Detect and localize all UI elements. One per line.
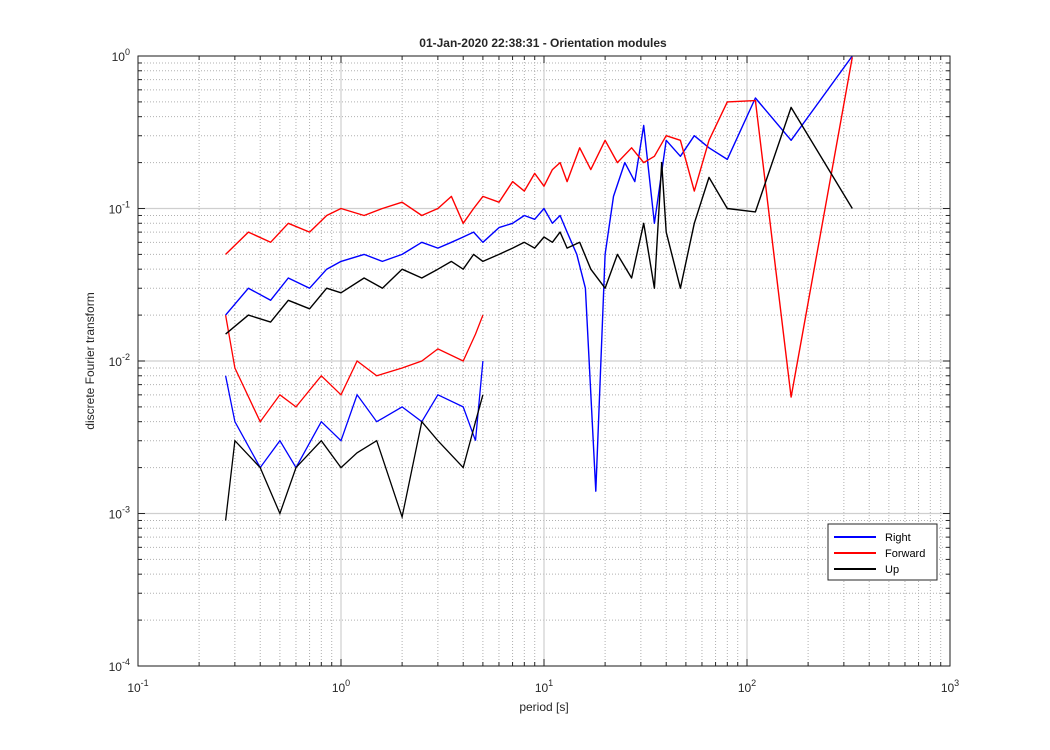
y-tick-label: 100 <box>112 47 130 64</box>
series-forward-floor <box>224 314 484 423</box>
x-tick-label: 103 <box>941 678 959 695</box>
y-axis-label: discrete Fourier transform <box>83 292 97 429</box>
series-up-line <box>225 106 853 335</box>
series-up-floor <box>224 394 484 521</box>
tick-marks <box>137 55 951 667</box>
legend-label-up: Up <box>885 564 899 576</box>
legend: Right Forward Up <box>827 523 938 581</box>
y-tick-label: 10-2 <box>109 352 130 369</box>
legend-label-right: Right <box>885 532 911 544</box>
series-forward-line <box>225 57 853 398</box>
series-right-floor <box>224 360 484 469</box>
x-tick-label: 102 <box>738 678 756 695</box>
x-tick-label: 100 <box>332 678 350 695</box>
x-tick-label: 10-1 <box>127 678 148 695</box>
y-tick-label: 10-4 <box>109 657 130 674</box>
x-tick-label: 101 <box>535 678 553 695</box>
series-layer <box>224 55 853 521</box>
plot-area <box>137 55 951 667</box>
y-tick-label: 10-1 <box>109 200 130 217</box>
series-right-line <box>225 55 853 492</box>
y-tick-labels: 10-4 10-3 10-2 10-1 100 <box>109 47 130 674</box>
legend-label-forward: Forward <box>885 548 925 560</box>
chart-title: 01-Jan-2020 22:38:31 - Orientation modul… <box>419 36 667 50</box>
x-tick-labels: 10-1 100 101 102 103 <box>127 678 959 695</box>
y-tick-label: 10-3 <box>109 505 130 522</box>
x-axis-label: period [s] <box>519 700 568 714</box>
